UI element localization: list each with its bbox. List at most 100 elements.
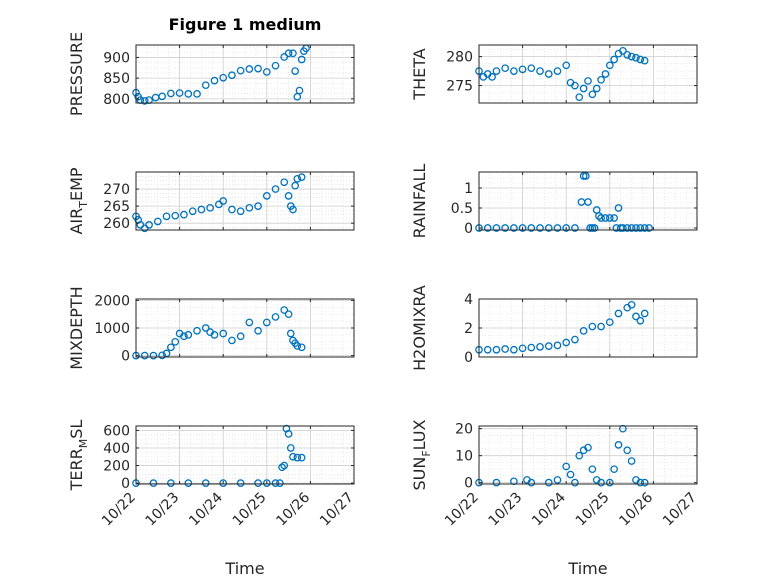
data-point [158,351,167,360]
data-point [293,453,302,462]
data-point [293,342,302,350]
data-point [562,338,571,347]
data-point [584,443,592,452]
data-point [614,204,623,212]
data-point [180,332,188,341]
data-point [575,451,584,460]
data-point [588,322,597,331]
data-point [527,343,536,352]
data-point [278,463,286,472]
data-point [575,93,584,102]
data-point [210,331,219,339]
data-point [297,55,306,64]
axes-box [135,171,355,231]
data-point [619,46,627,55]
data-point [262,68,271,76]
data-point [584,77,592,85]
axes-box [478,44,698,104]
data-point [483,345,492,354]
data-point [291,181,299,190]
data-point [245,65,254,73]
y-tick-label: 0.5 [451,201,473,217]
data-point [293,174,302,183]
data-point [579,327,588,335]
data-point [510,67,518,75]
data-point [601,214,610,222]
data-point [571,478,579,487]
data-point [597,75,605,84]
data-point [201,324,210,332]
y-tick-label: 0 [121,476,130,492]
y-axis-label-suffix: SL [67,420,86,439]
data-point [228,336,236,345]
y-axis-label-main: H2OMIXRA [410,285,429,371]
data-point [492,224,501,232]
y-axis-label-subscript: M [77,439,90,449]
y-axis-label: AIRTEMP [67,167,90,234]
y-tick-label: 2000 [94,293,130,309]
data-point [219,73,228,82]
data-point [501,64,510,73]
y-tick-label: 400 [103,441,130,457]
data-point [245,203,254,212]
y-axis-label-main: RAINFALL [410,164,429,239]
data-point [184,479,193,487]
data-point [254,202,262,210]
data-point [636,478,645,487]
plot-area [479,172,697,230]
x-axis-label-left: Time [224,559,264,578]
data-point [492,345,501,354]
data-point [536,224,544,232]
data-point [262,479,271,487]
y-tick-label: 0 [121,349,130,365]
data-point [527,64,536,73]
y-tick-label: 20 [455,422,473,438]
y-tick-label: 0 [464,221,473,237]
y-axis-label-main: MIXDEPTH [67,286,86,369]
data-point [571,81,579,90]
axes-box [478,171,698,231]
data-point [553,224,562,232]
data-point [623,446,632,455]
data-point [619,424,627,433]
data-point [627,224,636,232]
data-point [284,310,293,319]
data-point [236,479,245,487]
data-point [236,66,245,75]
data-point [614,309,623,318]
data-point [510,477,518,486]
data-point [627,52,636,61]
axes-box [135,425,355,485]
y-tick-label: 4 [464,292,473,308]
y-tick-label: 2 [464,321,473,337]
y-axis-label: RAINFALL [410,164,429,239]
data-point [140,97,149,105]
data-point [590,224,599,232]
data-point [254,326,262,335]
y-tick-label: 10 [455,449,473,465]
data-point [566,470,575,479]
data-point [562,224,571,232]
subplot-5: 0 1000 2000 MIXDEPTH [67,286,355,370]
x-axis-label-right: Time [567,559,607,578]
data-point [610,465,619,474]
data-point [501,345,510,353]
data-point [284,49,293,58]
data-point [544,342,553,350]
data-point [271,479,280,487]
data-point [536,67,544,75]
y-tick-label: 275 [446,79,473,95]
y-axis-label: THETA [410,48,429,100]
subplot-4: 0 0.5 1 RAINFALL [410,164,698,239]
y-tick-label: 0 [464,350,473,366]
data-point [284,192,293,200]
data-point [640,56,649,65]
data-point [640,309,649,318]
data-point [623,51,632,59]
data-point [518,65,527,74]
data-point [297,343,306,352]
data-point [286,444,295,452]
plot-area [479,426,697,484]
data-point [280,53,289,61]
data-point [483,224,492,232]
